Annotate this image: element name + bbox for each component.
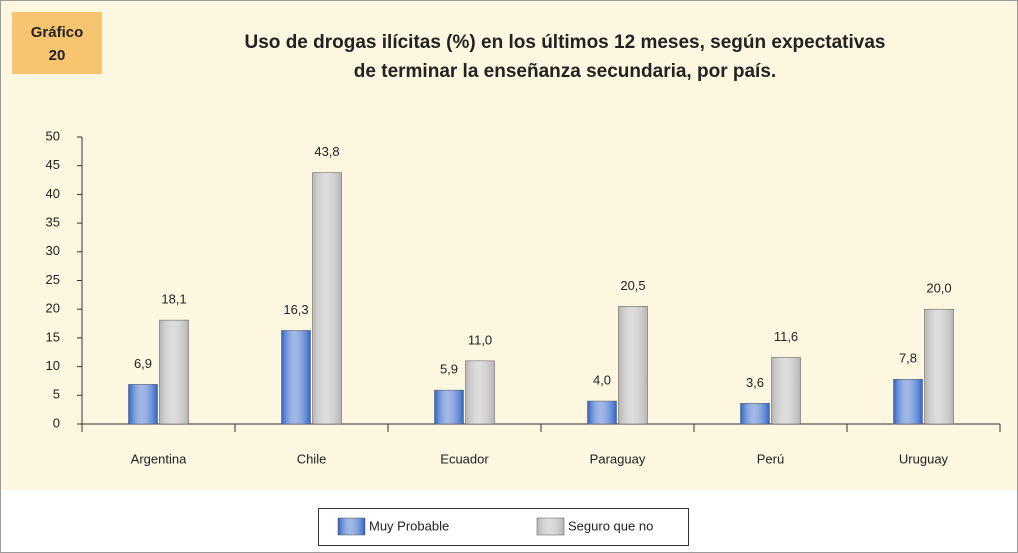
- x-tick-label: Chile: [297, 451, 327, 466]
- legend-label: Seguro que no: [568, 518, 653, 533]
- y-tick-label: 15: [46, 329, 60, 344]
- value-label: 20,0: [926, 281, 951, 296]
- badge-number: 20: [49, 47, 66, 64]
- y-tick-label: 25: [46, 272, 60, 287]
- y-tick-label: 0: [53, 415, 60, 430]
- bar-shine: [434, 389, 464, 425]
- badge-label: Gráfico: [31, 24, 84, 41]
- bar-shine: [159, 319, 189, 425]
- bar-shine: [128, 384, 158, 425]
- value-label: 11,6: [774, 329, 798, 344]
- y-tick-label: 20: [46, 301, 60, 316]
- value-label: 4,0: [593, 372, 611, 387]
- y-tick-label: 10: [46, 358, 60, 373]
- bar-shine: [312, 172, 342, 425]
- y-tick-label: 45: [46, 157, 60, 172]
- bar-shine: [924, 308, 954, 425]
- value-label: 20,5: [620, 278, 645, 293]
- bar-shine: [465, 360, 495, 425]
- bar-shine: [893, 378, 923, 425]
- y-tick-label: 35: [46, 215, 60, 230]
- legend-swatch-shine: [536, 517, 565, 536]
- value-label: 16,3: [283, 302, 308, 317]
- x-tick-label: Paraguay: [590, 451, 646, 466]
- badge-box: [12, 12, 102, 74]
- value-label: 6,9: [134, 356, 152, 371]
- value-label: 3,6: [746, 375, 764, 390]
- y-tick-label: 30: [46, 243, 60, 258]
- bar-shine: [740, 403, 770, 425]
- x-tick-label: Ecuador: [440, 451, 489, 466]
- value-label: 5,9: [440, 362, 458, 377]
- legend-label: Muy Probable: [369, 518, 449, 533]
- value-label: 11,0: [468, 332, 492, 347]
- y-tick-label: 5: [53, 387, 60, 402]
- bar-shine: [281, 330, 311, 425]
- y-tick-label: 40: [46, 186, 60, 201]
- bar-shine: [618, 306, 648, 425]
- chart-title: de terminar la enseñanza secundaria, por…: [354, 61, 776, 82]
- value-label: 43,8: [314, 144, 339, 159]
- x-tick-label: Perú: [757, 451, 784, 466]
- bar-shine: [587, 400, 617, 425]
- legend-swatch-shine: [337, 517, 366, 536]
- value-label: 7,8: [899, 351, 917, 366]
- bar-shine: [771, 357, 801, 425]
- y-tick-label: 50: [46, 128, 60, 143]
- value-label: 18,1: [161, 292, 186, 307]
- x-tick-label: Uruguay: [899, 451, 949, 466]
- chart-title: Uso de drogas ilícitas (%) en los último…: [245, 32, 886, 53]
- legend-box: [318, 508, 689, 546]
- x-tick-label: Argentina: [131, 451, 187, 466]
